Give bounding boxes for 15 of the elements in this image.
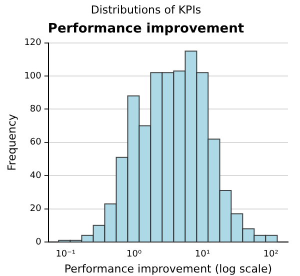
chart-title: Distributions of KPIs <box>90 3 202 16</box>
x-tick-label: 10¹ <box>194 250 210 260</box>
y-tick-label: 120 <box>24 38 42 48</box>
chart-subtitle: Performance improvement <box>48 21 244 36</box>
x-tick-label: 10² <box>263 250 279 260</box>
y-tick-label: 0 <box>36 237 42 248</box>
x-axis-title: Performance improvement (log scale) <box>64 262 272 276</box>
y-axis-title: Frequency <box>5 114 18 171</box>
y-tick-label: 20 <box>30 204 42 214</box>
x-tick-label: 10⁰ <box>126 250 142 260</box>
y-tick-label: 100 <box>24 71 42 82</box>
y-tick-label: 60 <box>30 138 42 148</box>
x-tick-label: 10⁻¹ <box>56 250 76 260</box>
y-tick-label: 80 <box>30 104 42 115</box>
y-tick-label: 40 <box>30 170 42 181</box>
